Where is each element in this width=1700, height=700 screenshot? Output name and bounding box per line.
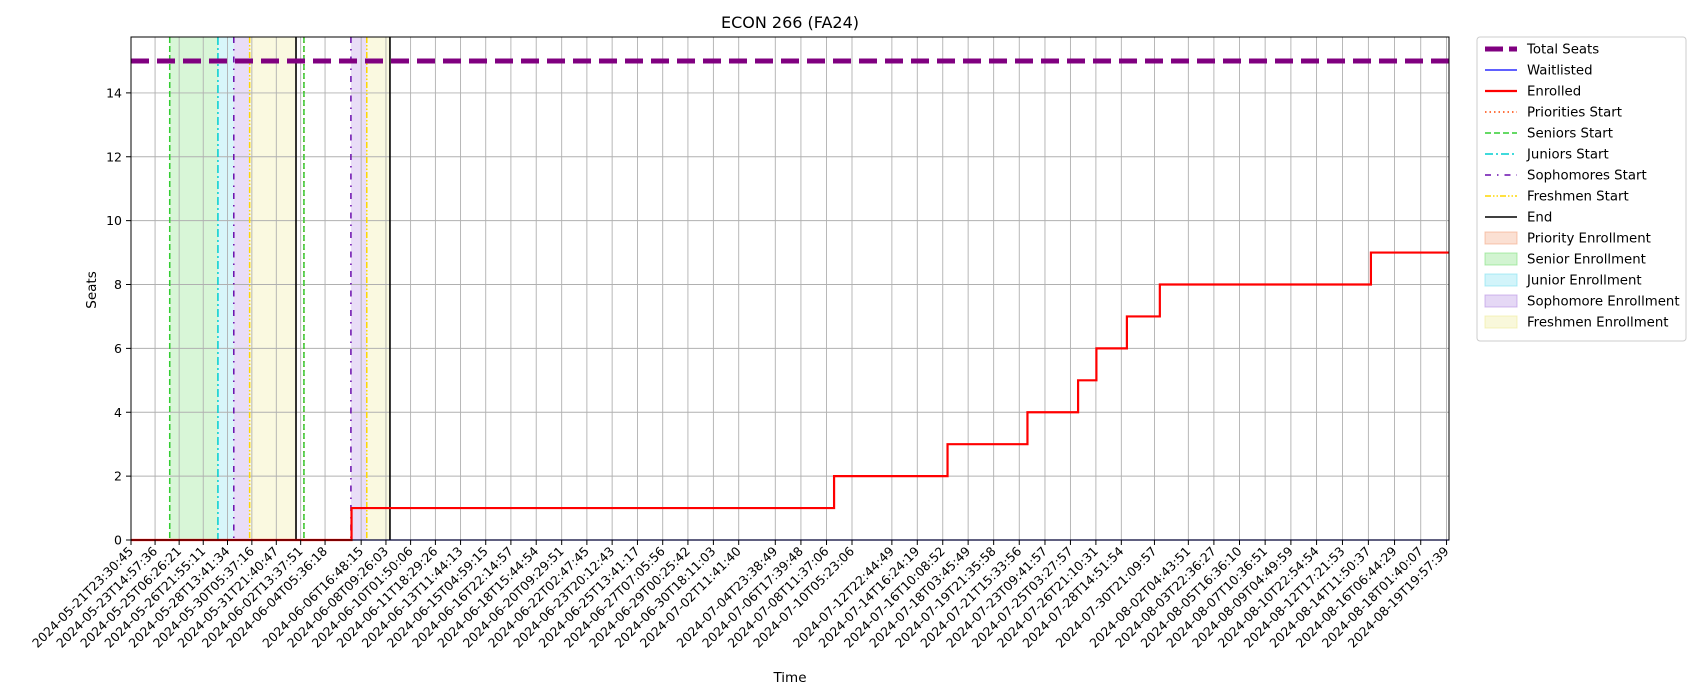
plot-frame: [130, 36, 1450, 541]
legend-entry: Total Seats: [1526, 43, 1599, 58]
legend-entry: Priority Enrollment: [1527, 232, 1651, 247]
legend-entry: Enrolled: [1527, 85, 1581, 100]
legend: Total Seats Waitlisted Enrolled Priorities …: [1476, 36, 1687, 342]
legend-entry: Freshmen Start: [1527, 190, 1629, 205]
y-tick-label: 0: [114, 533, 122, 548]
enrollment-span: [169, 37, 218, 540]
y-axis: 0 2 4 6 8 10 12 14: [106, 85, 131, 548]
event-lines: [168, 37, 391, 540]
legend-entry: Freshmen Enrollment: [1527, 316, 1668, 331]
enrollment-span: [233, 37, 250, 540]
legend-entry: Seniors Start: [1527, 127, 1613, 142]
y-axis-label: Seats: [84, 271, 100, 308]
y-tick-label: 10: [106, 213, 122, 228]
legend-entry: Waitlisted: [1527, 64, 1593, 79]
legend-entry: Sophomore Enrollment: [1527, 295, 1680, 310]
chart-title: ECON 266 (FA24): [721, 13, 859, 32]
enrollment-window-spans: [169, 37, 390, 540]
enrollment-span: [249, 37, 297, 540]
grid-lines: [130, 37, 1449, 541]
legend-swatch: [1484, 252, 1518, 266]
series: [131, 58, 1449, 542]
legend-swatch: [1484, 315, 1518, 329]
enrollment-span: [217, 37, 234, 540]
legend-frame: [1476, 36, 1687, 342]
y-tick-label: 4: [114, 405, 122, 420]
x-axis-label: Time: [772, 670, 806, 686]
y-tick-label: 8: [114, 277, 122, 292]
y-tick-label: 14: [106, 85, 122, 100]
y-tick-label: 6: [114, 341, 122, 356]
legend-entry: Priorities Start: [1527, 106, 1622, 121]
enrollment-span: [350, 37, 367, 540]
x-axis: 2024-05-21T23:30:452024-05-23T14:57:3620…: [29, 540, 1452, 651]
legend-entry: Juniors Start: [1526, 148, 1609, 163]
legend-swatch: [1484, 273, 1518, 287]
y-tick-label: 2: [114, 469, 122, 484]
enrollment-span: [366, 37, 390, 540]
legend-entry: Senior Enrollment: [1527, 253, 1646, 268]
series-line-enrolled: [131, 251, 1449, 542]
legend-entry: Sophomores Start: [1527, 169, 1647, 184]
legend-entry: Junior Enrollment: [1526, 274, 1642, 289]
legend-swatch: [1484, 294, 1518, 308]
legend-entry: End: [1527, 211, 1552, 226]
legend-swatch: [1484, 231, 1518, 245]
y-tick-label: 12: [106, 149, 122, 164]
